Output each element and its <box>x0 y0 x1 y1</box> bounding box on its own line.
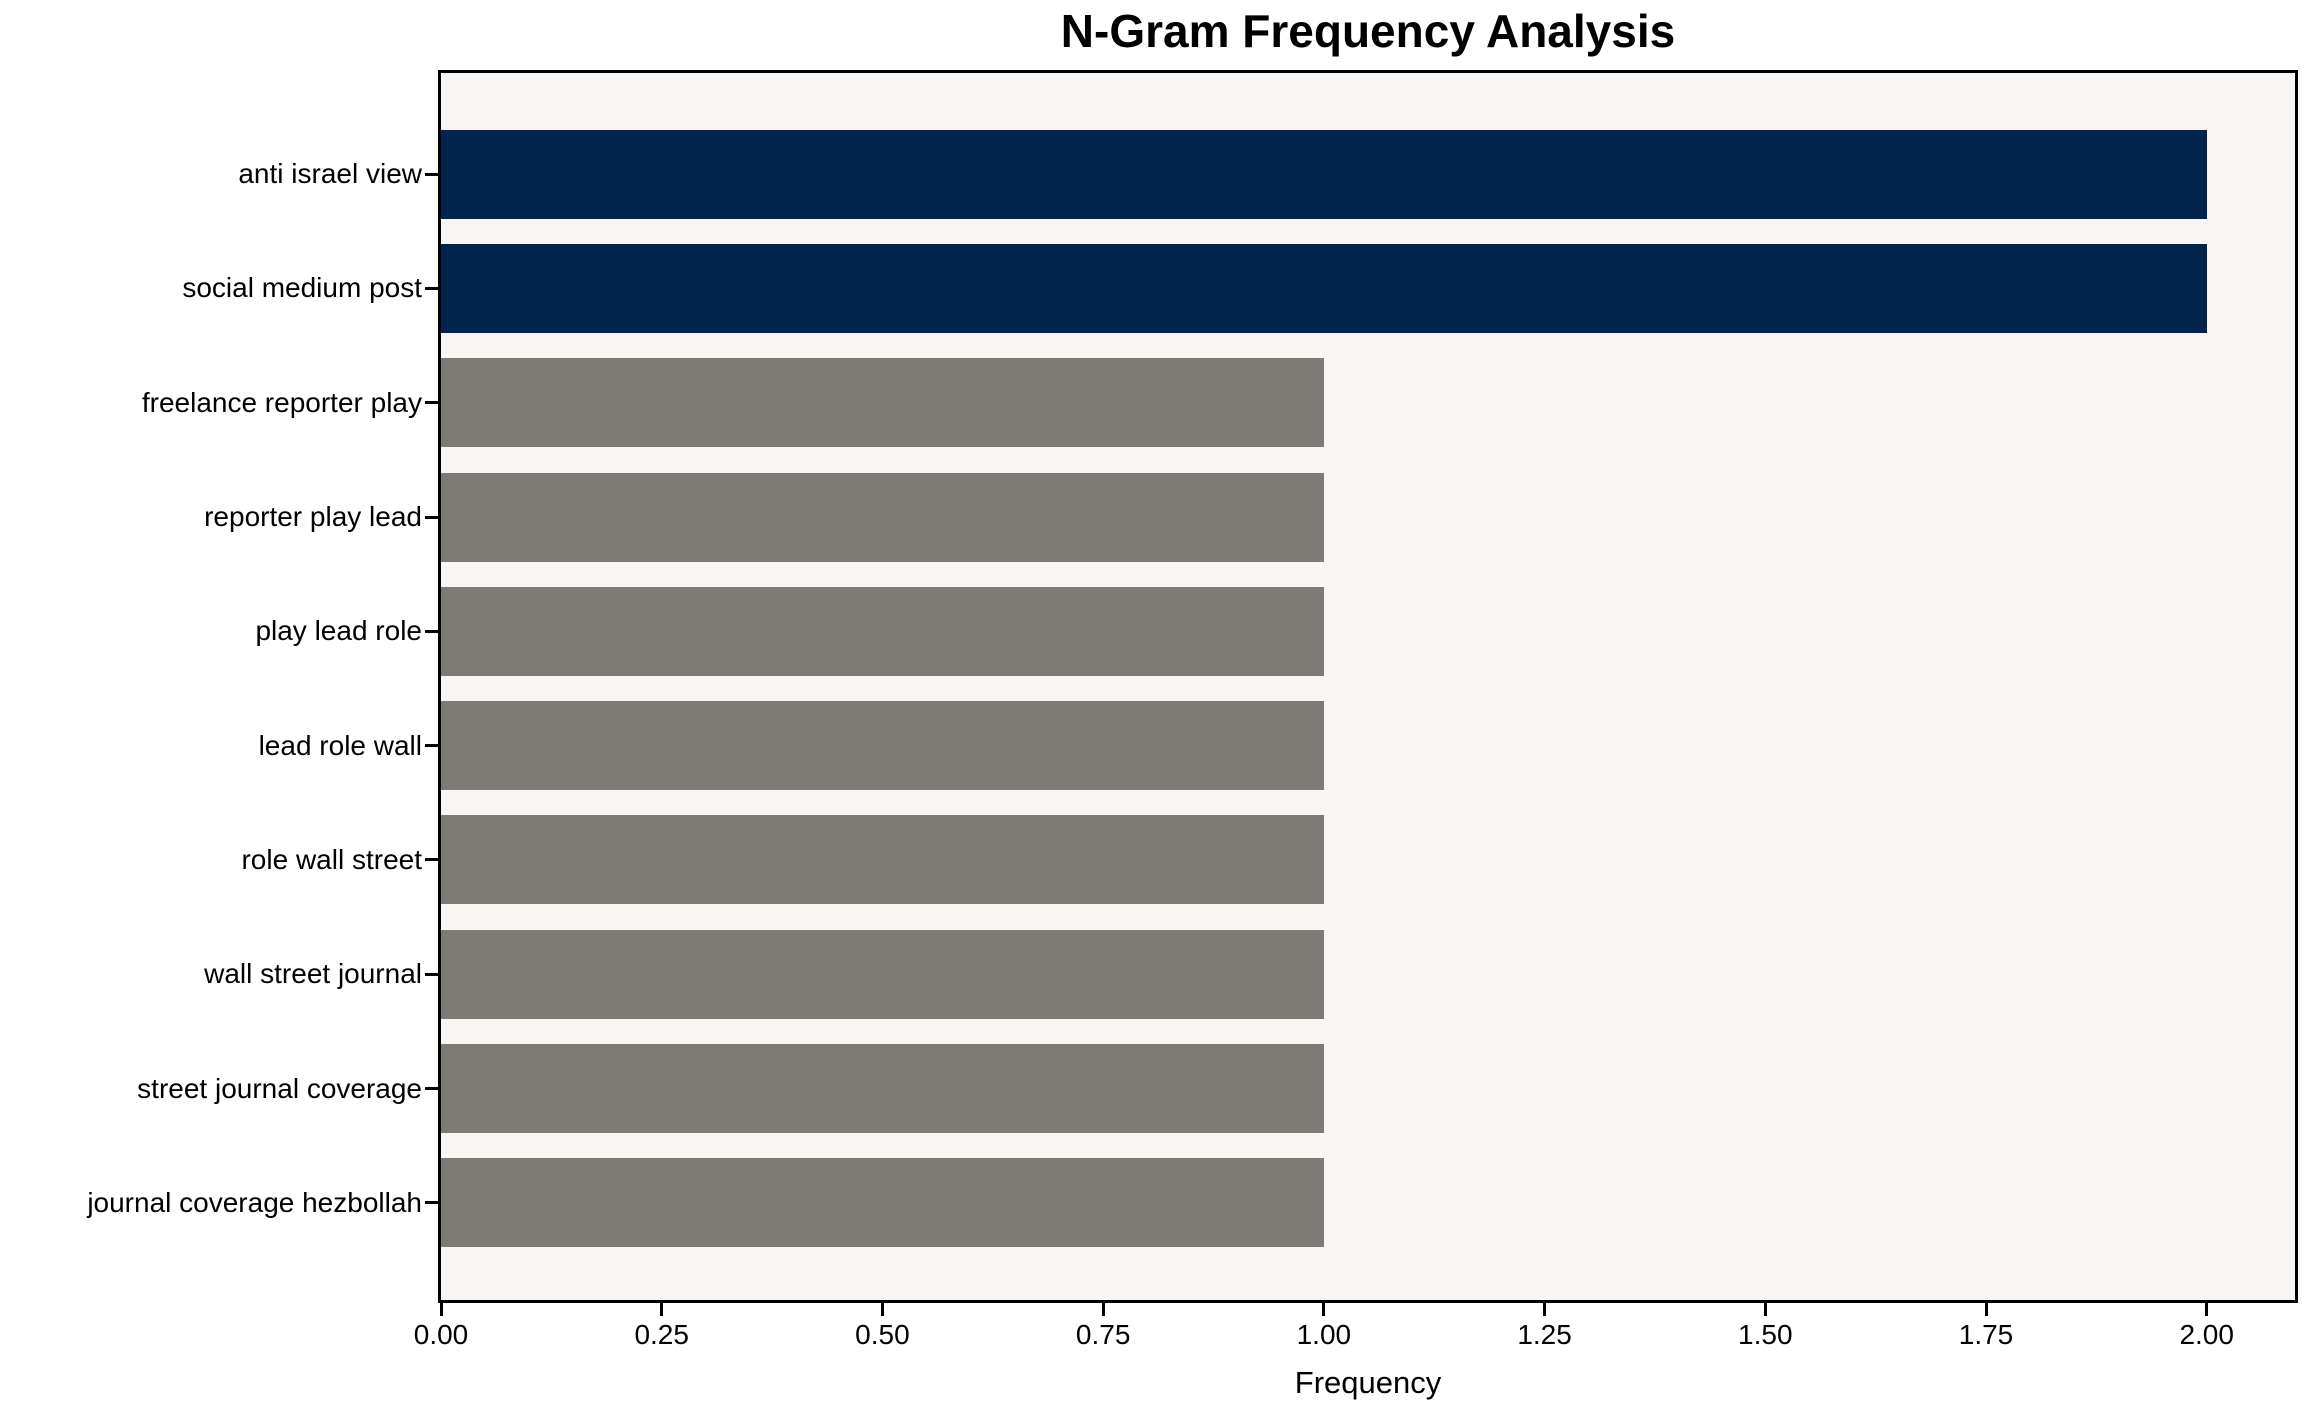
x-tick-mark <box>1763 1303 1767 1316</box>
y-tick-mark <box>425 972 438 976</box>
y-tick-label: play lead role <box>255 615 422 647</box>
x-tick-label: 0.50 <box>855 1319 910 1350</box>
bar <box>441 701 1324 791</box>
y-tick-mark <box>425 858 438 862</box>
bar <box>441 929 1324 1019</box>
y-tick-label: lead role wall <box>258 729 422 761</box>
y-tick-label: reporter play lead <box>204 501 422 533</box>
x-tick-label: 0.00 <box>413 1319 469 1350</box>
y-tick-mark <box>425 1087 438 1091</box>
y-tick-label: wall street journal <box>204 958 422 990</box>
y-tick-label: freelance reporter play <box>141 386 422 418</box>
bar <box>441 1158 1324 1248</box>
x-axis-title: Frequency <box>1294 1365 1442 1400</box>
x-tick-mark <box>1322 1303 1326 1316</box>
x-tick-label: 1.75 <box>1958 1319 2014 1350</box>
y-tick-label: social medium post <box>182 272 422 304</box>
plot-area: anti israel view social medium post freela… <box>87 70 2298 1349</box>
y-tick-label: anti israel view <box>238 158 422 190</box>
x-tick-label: 2.00 <box>2179 1319 2234 1350</box>
bar <box>441 243 2207 333</box>
x-tick-label: 1.50 <box>1738 1319 1793 1350</box>
x-tick-mark <box>2205 1303 2209 1316</box>
bar <box>441 1044 1324 1134</box>
y-tick-mark <box>425 744 438 748</box>
y-tick-label: street journal coverage <box>137 1072 422 1104</box>
y-tick-mark <box>425 515 438 519</box>
y-tick-mark <box>425 1201 438 1205</box>
bar <box>441 472 1324 562</box>
bar <box>441 358 1324 448</box>
y-tick-mark <box>425 172 438 176</box>
x-tick-mark <box>1101 1303 1105 1316</box>
bar <box>441 815 1324 905</box>
x-tick-mark <box>1984 1303 1988 1316</box>
y-tick-mark <box>425 629 438 633</box>
x-tick-mark <box>880 1303 884 1316</box>
x-tick-mark <box>1543 1303 1547 1316</box>
y-tick-mark <box>425 286 438 290</box>
x-tick-label: 0.25 <box>634 1319 689 1350</box>
y-tick-mark <box>425 401 438 405</box>
x-tick-mark <box>660 1303 664 1316</box>
bar <box>441 586 1324 676</box>
chart-title: N-Gram Frequency Analysis <box>1060 5 1676 57</box>
x-tick-label: 0.75 <box>1075 1319 1131 1350</box>
bar <box>441 129 2207 219</box>
y-tick-label: role wall street <box>241 843 422 875</box>
x-tick-label: 1.00 <box>1296 1319 1352 1350</box>
x-tick-mark <box>439 1303 443 1316</box>
x-tick-label: 1.25 <box>1517 1319 1572 1350</box>
y-tick-label: journal coverage hezbollah <box>87 1186 422 1218</box>
